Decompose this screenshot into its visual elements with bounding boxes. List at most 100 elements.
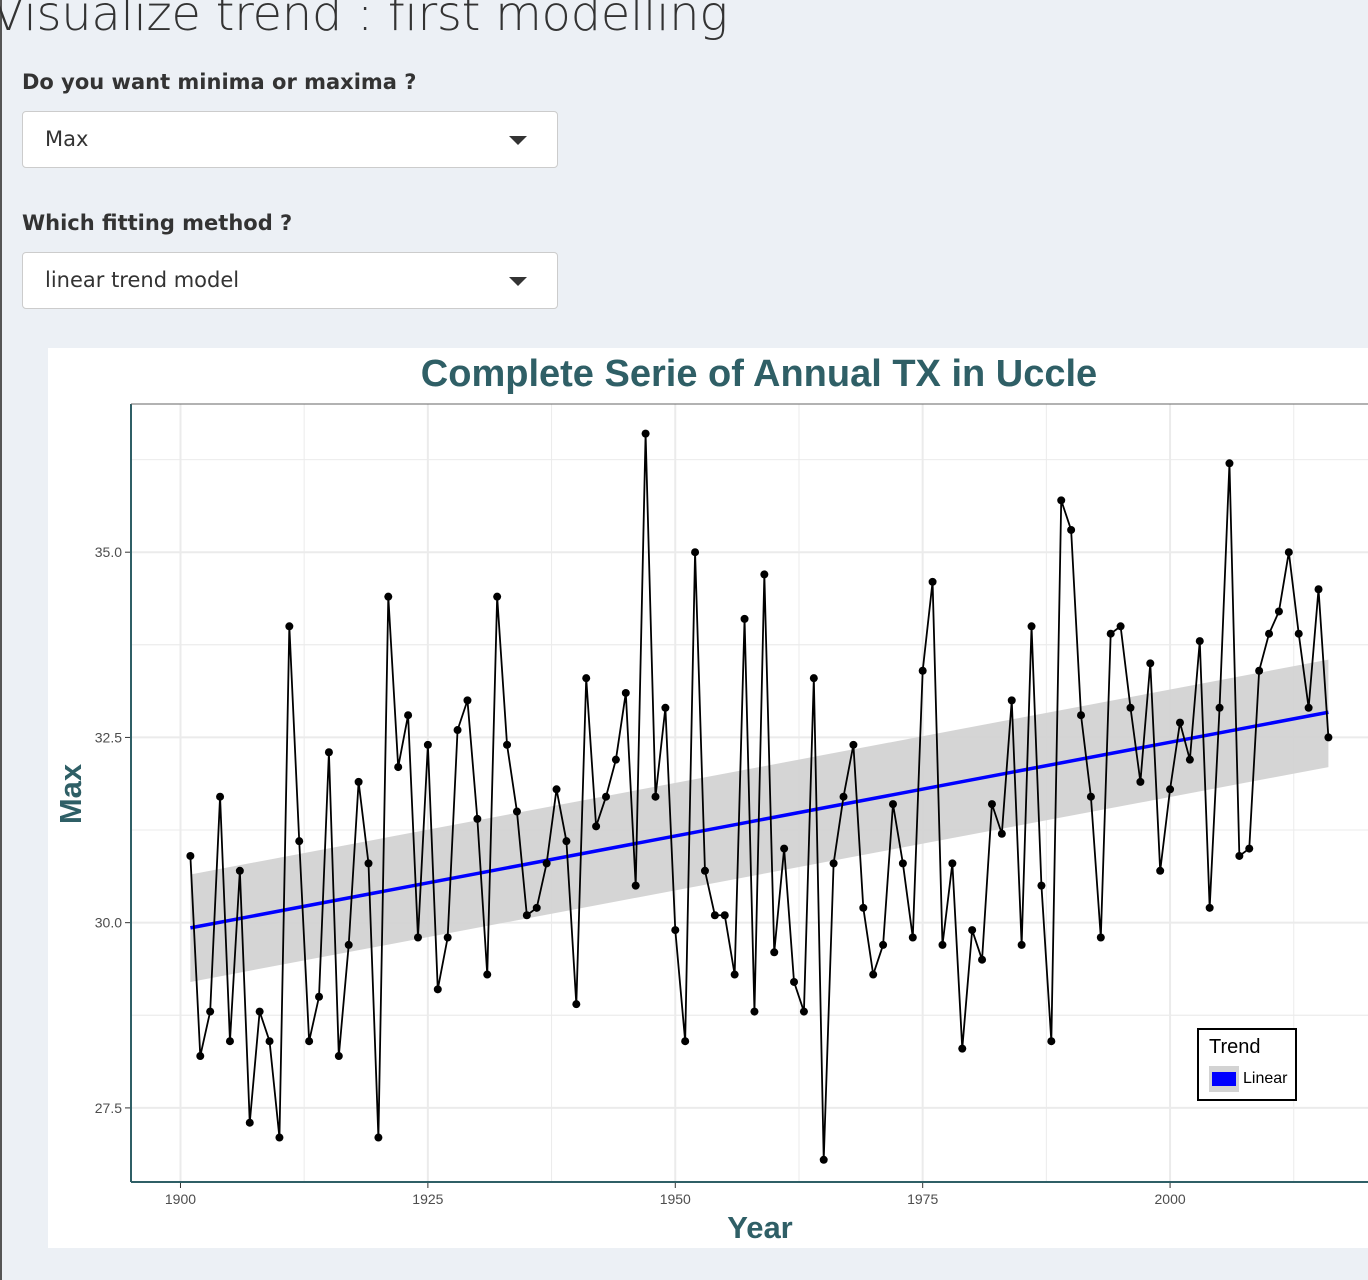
data-point <box>315 992 324 1001</box>
x-tick-label: 1925 <box>412 1191 443 1207</box>
data-point <box>473 814 482 823</box>
data-point <box>255 1007 264 1016</box>
trend-chart: 1900 1925 1950 1975 2000 27.5 30.0 32.5 35.0 Comp… <box>53 353 1368 1245</box>
data-point <box>1116 622 1125 631</box>
data-point <box>235 866 244 875</box>
data-point <box>819 1155 828 1164</box>
data-point <box>1086 792 1095 801</box>
data-point <box>285 622 294 631</box>
data-point <box>1027 622 1036 631</box>
data-point <box>829 859 838 868</box>
extreme-select-value: Max <box>45 127 89 151</box>
data-point <box>196 1052 205 1061</box>
y-tick-label: 32.5 <box>95 729 122 745</box>
data-point <box>1215 703 1224 712</box>
data-point <box>1106 629 1115 638</box>
data-point <box>245 1118 254 1127</box>
data-point <box>987 800 996 809</box>
data-point <box>760 570 769 579</box>
data-point <box>1136 777 1145 786</box>
legend-key <box>1209 1066 1239 1092</box>
data-point <box>394 763 403 772</box>
y-axis-label: Max <box>53 763 88 824</box>
data-point <box>740 614 749 623</box>
data-point <box>562 837 571 846</box>
data-point <box>710 911 719 920</box>
data-point <box>1067 525 1076 534</box>
legend-swatch-linear <box>1212 1072 1236 1086</box>
legend-label-linear: Linear <box>1243 1070 1288 1087</box>
data-point <box>453 726 462 735</box>
data-point <box>1077 711 1086 720</box>
window-left-border <box>0 0 2 1280</box>
data-point <box>671 926 680 935</box>
data-point <box>542 859 551 868</box>
method-select[interactable]: linear trend model <box>22 252 558 309</box>
data-point <box>641 429 650 438</box>
data-point <box>532 903 541 912</box>
data-point <box>275 1133 284 1142</box>
data-point <box>354 777 363 786</box>
data-point <box>691 548 700 557</box>
data-point <box>503 740 512 749</box>
y-tick-label: 27.5 <box>95 1100 122 1116</box>
data-point <box>493 592 502 601</box>
data-point <box>512 807 521 816</box>
data-point <box>216 792 225 801</box>
extreme-select-label: Do you want minima or maxima ? <box>22 70 417 94</box>
data-point <box>799 1007 808 1016</box>
data-point <box>1304 703 1313 712</box>
data-point <box>730 970 739 979</box>
data-point <box>938 940 947 949</box>
data-point <box>839 792 848 801</box>
data-point <box>849 740 858 749</box>
data-point <box>700 866 709 875</box>
data-point <box>413 933 422 942</box>
y-tick-label: 30.0 <box>95 915 122 931</box>
data-point <box>592 822 601 831</box>
data-point <box>423 740 432 749</box>
data-point <box>1037 881 1046 890</box>
data-point <box>928 577 937 586</box>
data-point <box>1146 659 1155 668</box>
data-point <box>374 1133 383 1142</box>
y-tick-label: 35.0 <box>95 544 122 560</box>
x-axis-label: Year <box>727 1210 793 1245</box>
data-point <box>1166 785 1175 794</box>
data-point <box>1245 844 1254 853</box>
plot-panel: 1900 1925 1950 1975 2000 27.5 30.0 32.5 35.0 Comp… <box>48 348 1368 1248</box>
data-point <box>1205 903 1214 912</box>
data-point <box>1225 459 1234 468</box>
page-title: Visualize trend : first modelling <box>0 0 728 42</box>
extreme-select[interactable]: Max <box>22 111 558 168</box>
data-point <box>572 1000 581 1009</box>
data-point <box>1096 933 1105 942</box>
legend: Trend Linear <box>1197 1028 1297 1101</box>
data-point <box>334 1052 343 1061</box>
method-select-label: Which fitting method ? <box>22 211 293 235</box>
chevron-down-icon[interactable] <box>509 277 527 286</box>
method-select-value: linear trend model <box>45 268 240 292</box>
data-point <box>364 859 373 868</box>
data-point <box>968 926 977 935</box>
data-point <box>1185 755 1194 764</box>
x-tick-label: 1950 <box>660 1191 691 1207</box>
chevron-down-icon[interactable] <box>509 136 527 145</box>
data-point <box>918 666 927 675</box>
data-point <box>602 792 611 801</box>
data-point <box>1284 548 1293 557</box>
data-point <box>1324 733 1333 742</box>
data-point <box>948 859 957 868</box>
data-point <box>483 970 492 979</box>
data-point <box>443 933 452 942</box>
x-tick-label: 1900 <box>165 1191 196 1207</box>
data-point <box>681 1037 690 1046</box>
data-point <box>324 748 333 757</box>
data-point <box>305 1037 314 1046</box>
data-point <box>790 977 799 986</box>
data-point <box>552 785 561 794</box>
data-point <box>463 696 472 705</box>
data-point <box>1057 496 1066 505</box>
data-point <box>958 1044 967 1053</box>
data-point <box>631 881 640 890</box>
